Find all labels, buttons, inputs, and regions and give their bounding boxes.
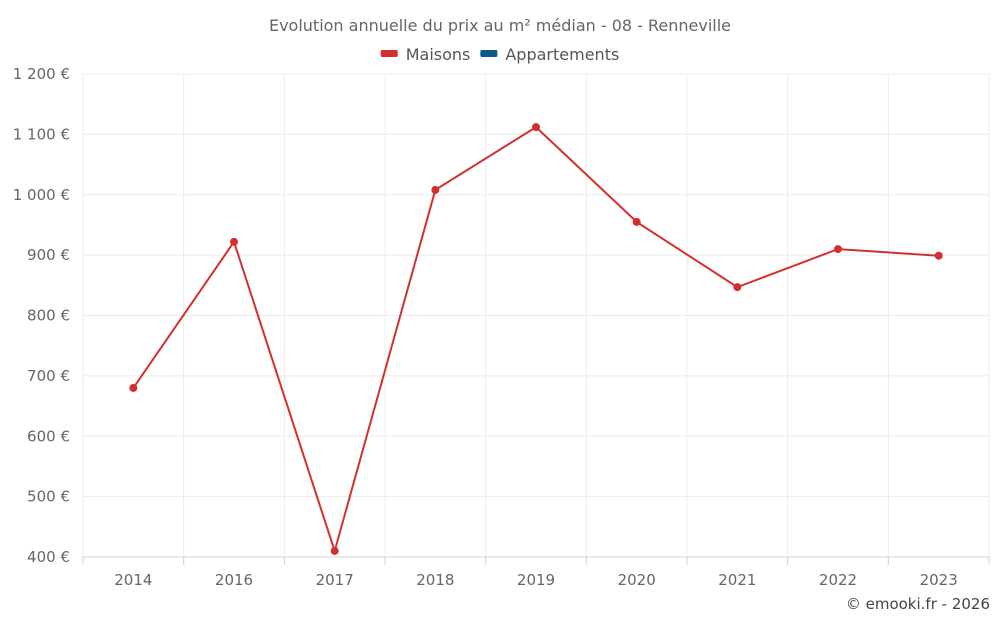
data-point[interactable] [632, 217, 641, 226]
y-tick-label: 500 € [27, 488, 70, 506]
x-tick-label: 2020 [618, 571, 656, 589]
legend-label: Maisons [406, 45, 471, 64]
x-tick-label: 2023 [920, 571, 958, 589]
legend-item-appartements[interactable]: Appartements [480, 45, 619, 64]
data-point[interactable] [834, 245, 842, 254]
x-axis-labels: 2014 2016 2017 2018 2019 2020 2021 2022 2023 [114, 571, 958, 589]
data-point[interactable] [934, 251, 943, 260]
y-tick-label: 800 € [27, 307, 70, 325]
legend: Maisons Appartements [380, 45, 619, 64]
data-point[interactable] [230, 237, 238, 246]
x-tick-label: 2014 [114, 571, 152, 589]
data-point[interactable] [532, 123, 540, 132]
data-point[interactable] [431, 185, 440, 194]
legend-label: Appartements [505, 45, 619, 64]
y-tick-label: 1 100 € [13, 125, 70, 143]
y-tick-label: 900 € [27, 246, 70, 264]
data-point[interactable] [129, 383, 138, 392]
y-axis-labels: 400 € 500 € 600 € 700 € 800 € 900 € 1 000 € 1 1… [13, 65, 70, 566]
x-tick-label: 2019 [517, 571, 555, 589]
x-tick-label: 2022 [819, 571, 857, 589]
axes [82, 556, 990, 565]
chart-title: Evolution annuelle du prix au m² médian … [269, 16, 731, 35]
y-tick-label: 600 € [27, 427, 70, 445]
x-tick-label: 2016 [215, 571, 253, 589]
y-tick-label: 400 € [27, 548, 70, 566]
credit-text: © emooki.fr - 2026 [846, 595, 990, 613]
y-tick-label: 700 € [27, 367, 70, 385]
data-point[interactable] [330, 546, 339, 555]
x-tick-label: 2018 [416, 571, 454, 589]
data-point[interactable] [733, 283, 742, 292]
series-layer [129, 123, 943, 555]
x-tick-label: 2021 [718, 571, 756, 589]
legend-item-maisons[interactable]: Maisons [380, 45, 471, 64]
legend-swatch [480, 50, 498, 57]
series-line-maisons [132, 125, 939, 555]
grid [82, 73, 990, 557]
y-tick-label: 1 200 € [13, 65, 70, 83]
x-tick-label: 2017 [316, 571, 354, 589]
legend-swatch [380, 50, 398, 57]
y-tick-label: 1 000 € [13, 186, 70, 204]
